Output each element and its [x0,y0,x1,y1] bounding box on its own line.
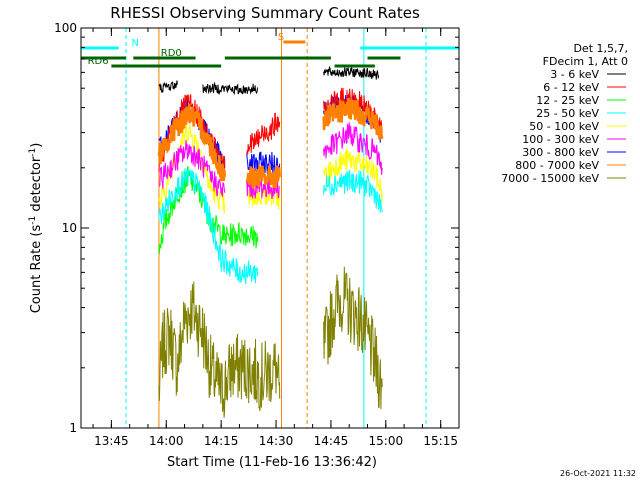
legend-label-3: 12 - 25 keV [536,94,599,107]
footer-timestamp: 26-Oct-2021 11:32 [560,469,636,478]
series-line-800-7000-kev-1 [157,103,227,182]
x-tick-label-5: 14:45 [314,434,349,448]
x-tick-label-6: 15:00 [369,434,404,448]
flag-label-rd0: RD0 [161,48,182,59]
legend-label-2: 6 - 12 keV [543,81,599,94]
x-tick-label-3: 14:15 [204,434,239,448]
series-line-100-300-kev-3 [323,122,383,176]
y-axis-label: Count Rate (s-1 detector-1) [28,143,44,314]
x-axis-label: Start Time (11-Feb-16 13:36:42) [167,455,377,470]
flag-label-n: N [131,38,138,49]
series-line-50-100-kev-3 [323,149,383,203]
legend-label-6: 100 - 300 keV [522,133,599,146]
x-tick-label-2: 14:00 [149,434,184,448]
plot-area: N RD0 RD6 S [81,28,459,428]
series-line-3-6-kev-2 [202,81,259,96]
series-line-300-800-kev-2 [246,151,281,176]
y-tick-label-2: 10 [62,221,77,235]
legend-label-5: 50 - 100 keV [529,120,599,133]
legend-header-line2: FDecim 1, Att 0 [543,55,628,68]
legend-label-9: 7000 - 15000 keV [501,172,599,185]
x-tick-label-1: 13:45 [94,434,129,448]
legend-label-1: 3 - 6 keV [550,68,599,81]
flag-label-rd6: RD6 [88,56,109,67]
legend-label-8: 800 - 7000 keV [515,159,599,172]
series-line-3-6-kev-1 [158,80,178,94]
axes: 1 10 100 13:45 14:00 14:15 14:30 14:45 15:00 15:1… [54,21,460,448]
svg-text:Count Rate (s-1 detector-1): Count Rate (s-1 detector-1) [28,143,44,314]
x-tick-label-4: 14:30 [259,434,294,448]
series-line-100-300-kev-1 [158,139,226,198]
y-tick-label-3: 100 [54,21,77,35]
series-line-7000-15000-kev-2 [323,266,383,410]
legend-header-line1: Det 1,5,7, [573,42,628,55]
flag-label-s: S [278,32,284,43]
series-line-25-50-kev-1 [158,168,259,285]
series-line-7000-15000-kev-1 [158,281,281,418]
legend-label-4: 25 - 50 keV [536,107,599,120]
legend-label-7: 300 - 800 keV [522,146,599,159]
y-tick-label-1: 1 [69,421,77,435]
series-line-50-100-kev-1 [158,123,226,214]
series-line-25-50-kev-3 [323,169,383,213]
series-line-3-6-kev-4 [323,65,379,80]
series-line-6-12-kev-2 [246,112,281,155]
series-line-800-7000-kev-3 [322,97,384,140]
chart-title: RHESSI Observing Summary Count Rates [110,4,420,22]
series-line-800-7000-kev-2 [245,163,281,189]
x-tick-label-7: 15:15 [423,434,458,448]
